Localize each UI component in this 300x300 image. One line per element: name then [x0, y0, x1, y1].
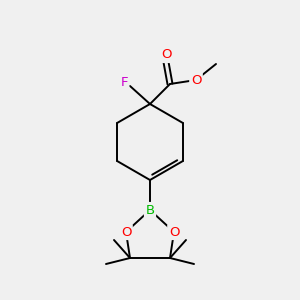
Text: O: O	[191, 74, 201, 86]
Text: O: O	[161, 49, 171, 62]
Text: O: O	[169, 226, 179, 238]
Text: F: F	[120, 76, 128, 88]
Text: B: B	[146, 203, 154, 217]
Text: O: O	[121, 226, 131, 238]
